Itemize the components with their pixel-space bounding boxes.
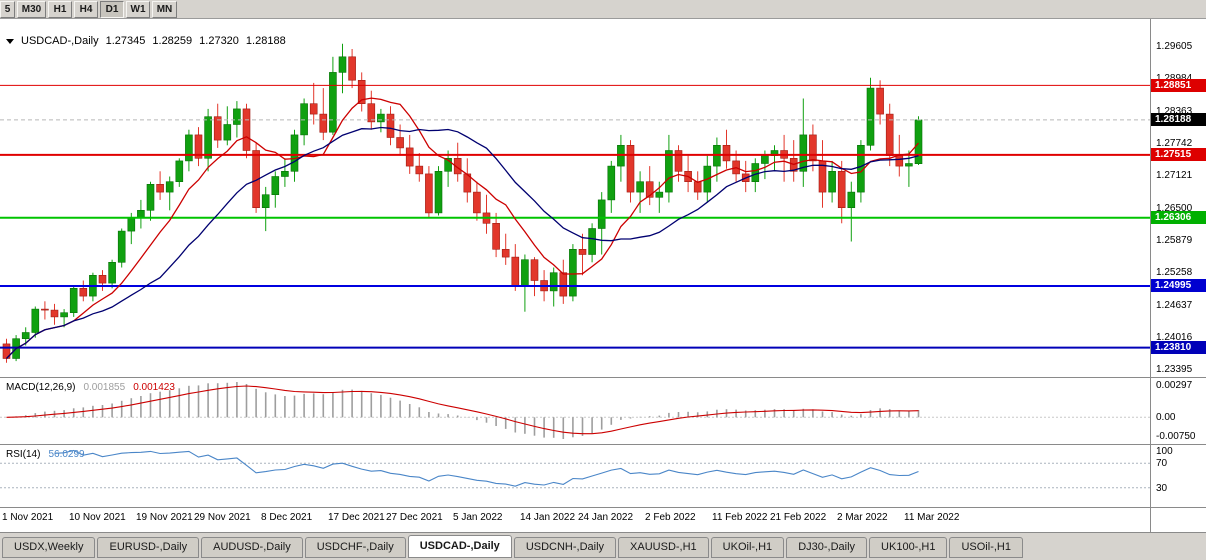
price-axis-label: 1.28363	[1156, 106, 1193, 117]
price-line-badge: 1.23810	[1151, 341, 1206, 354]
price-axis-label: 1.24016	[1156, 332, 1193, 343]
time-axis-label: 10 Nov 2021	[69, 512, 126, 523]
rsi-value: 56.0299	[48, 449, 85, 460]
rsi-axis-label: 30	[1156, 483, 1168, 494]
timeframe-toolbar: 5 M30 H1 H4 D1 W1 MN	[0, 0, 1206, 19]
time-axis-label: 14 Jan 2022	[520, 512, 576, 523]
macd-panel[interactable]	[0, 378, 1150, 443]
price-axis-label: 1.28984	[1156, 73, 1192, 84]
chart-tabs: USDX,Weekly EURUSD-,Daily AUDUSD-,Daily …	[0, 532, 1206, 560]
rsi-name: RSI(14)	[6, 449, 41, 460]
time-axis-label: 1 Nov 2021	[2, 512, 54, 523]
timeframe-button-mn[interactable]: MN	[152, 0, 177, 18]
timeframe-button-h4[interactable]: H4	[74, 0, 98, 18]
price-line-badge: 1.27515	[1151, 148, 1206, 161]
rsi-label: RSI(14) 56.0299	[6, 449, 85, 460]
price-axis-label: 1.25258	[1156, 267, 1193, 278]
tab-usdchf-daily[interactable]: USDCHF-,Daily	[304, 537, 406, 558]
panel-separator[interactable]	[0, 377, 1206, 378]
tab-usdx-weekly[interactable]: USDX,Weekly	[2, 537, 96, 558]
price-axis-label: 1.29605	[1156, 41, 1193, 52]
price-axis-label: 1.24637	[1156, 300, 1193, 311]
tab-usdcnh-daily[interactable]: USDCNH-,Daily	[513, 537, 617, 558]
timeframe-button-m30[interactable]: M30	[17, 0, 46, 18]
tab-eurusd-daily[interactable]: EURUSD-,Daily	[97, 537, 200, 558]
tab-xauusd-h1[interactable]: XAUUSD-,H1	[618, 537, 709, 558]
panel-separator[interactable]	[0, 507, 1206, 508]
timeframe-button-d1[interactable]: D1	[100, 0, 124, 18]
tab-usoil-h1[interactable]: USOil-,H1	[949, 537, 1023, 558]
ohlc-close: 1.28188	[245, 35, 286, 47]
time-axis-label: 19 Nov 2021	[136, 512, 193, 523]
macd-axis-label: 0.00297	[1156, 380, 1193, 391]
tab-usdcad-daily[interactable]: USDCAD-,Daily	[407, 535, 512, 558]
ohlc-low: 1.27320	[199, 35, 239, 47]
time-axis-label: 17 Dec 2021	[328, 512, 385, 523]
price-line-badge: 1.28851	[1151, 79, 1206, 92]
time-axis-label: 2 Mar 2022	[837, 512, 888, 523]
price-axis-label: 1.26500	[1156, 203, 1193, 214]
macd-axis-label: 0.00	[1156, 412, 1176, 423]
tab-ukoil-h1[interactable]: UKOil-,H1	[710, 537, 785, 558]
price-line-badge: 1.26306	[1151, 211, 1206, 224]
price-chart[interactable]	[0, 19, 1150, 377]
price-line-badge: 1.24995	[1151, 279, 1206, 292]
timeframe-button-h1[interactable]: H1	[48, 0, 72, 18]
price-axis-label: 1.27742	[1156, 138, 1193, 149]
current-price-badge: 1.28188	[1151, 113, 1206, 126]
time-axis-label: 21 Feb 2022	[770, 512, 827, 523]
tab-audusd-daily[interactable]: AUDUSD-,Daily	[201, 537, 303, 558]
price-axis-label: 1.27121	[1156, 170, 1193, 181]
time-axis-label: 29 Nov 2021	[194, 512, 251, 523]
time-axis-label: 11 Feb 2022	[712, 512, 768, 523]
price-axis-separator	[1150, 19, 1151, 532]
panel-separator[interactable]	[0, 444, 1206, 445]
timeframe-button-m5-partial[interactable]: 5	[0, 0, 15, 18]
tab-uk100-h1[interactable]: UK100-,H1	[869, 537, 948, 558]
chart-window: USDCAD-,Daily 1.27345 1.28259 1.27320 1.…	[0, 19, 1206, 532]
time-axis-label: 8 Dec 2021	[261, 512, 313, 523]
price-axis[interactable]: 1.29605 1.28984 1.28363 1.27742 1.27121 1.265…	[1151, 19, 1206, 507]
tab-dj30-daily[interactable]: DJ30-,Daily	[786, 537, 868, 558]
macd-signal-value: 0.001423	[133, 382, 175, 393]
timeframe-button-w1[interactable]: W1	[126, 0, 150, 18]
chart-dropdown-icon[interactable]	[6, 38, 14, 44]
time-axis-label: 5 Jan 2022	[453, 512, 503, 523]
macd-label: MACD(12,26,9) 0.001855 0.001423	[6, 382, 175, 393]
price-axis-label: 1.25879	[1156, 235, 1193, 246]
macd-name: MACD(12,26,9)	[6, 382, 76, 393]
macd-axis-label: -0.00750	[1156, 431, 1196, 442]
time-axis-label: 11 Mar 2022	[904, 512, 960, 523]
time-axis-label: 2 Feb 2022	[645, 512, 696, 523]
time-axis-label: 27 Dec 2021	[386, 512, 443, 523]
price-axis-label: 1.23395	[1156, 364, 1193, 375]
time-axis-label: 24 Jan 2022	[578, 512, 634, 523]
chart-symbol-label: USDCAD-,Daily	[21, 35, 99, 47]
ohlc-open: 1.27345	[105, 35, 146, 47]
rsi-panel[interactable]	[0, 445, 1150, 506]
rsi-axis-label: 100	[1156, 446, 1173, 457]
rsi-axis-label: 70	[1156, 458, 1168, 469]
macd-main-value: 0.001855	[83, 382, 126, 393]
ohlc-high: 1.28259	[152, 35, 193, 47]
chart-title: USDCAD-,Daily 1.27345 1.28259 1.27320 1.…	[6, 35, 286, 47]
